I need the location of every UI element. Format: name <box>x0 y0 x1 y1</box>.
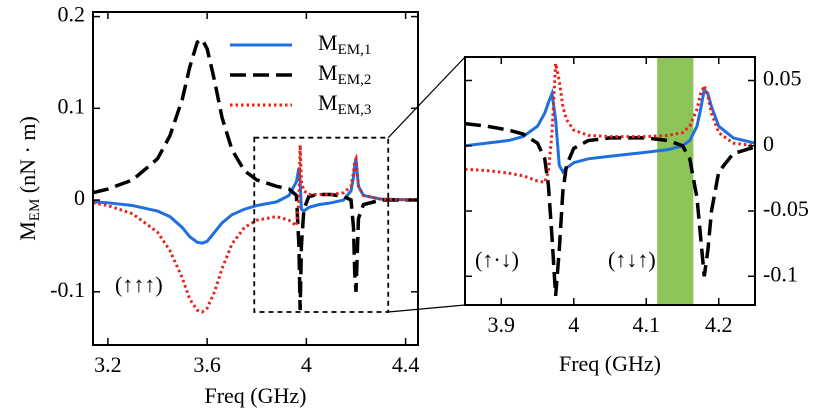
highlight-band <box>657 57 694 305</box>
legend-name: M <box>318 60 338 85</box>
legend-name: M <box>318 30 338 55</box>
data-line <box>465 86 755 175</box>
y-label-main: M <box>15 221 40 241</box>
x-tick-label: 4.4 <box>392 352 420 377</box>
y-tick-label: 0 <box>763 131 774 156</box>
annotation: (↑·↓) <box>475 247 519 272</box>
annotation: (↑↓↑) <box>608 247 656 272</box>
data-line <box>93 144 418 314</box>
x-tick-label: 4 <box>568 312 579 337</box>
legend-sub: EM,1 <box>338 42 372 58</box>
zoom-connector <box>388 304 466 313</box>
x-tick-label: 4.2 <box>705 312 733 337</box>
axes-frame <box>464 56 756 306</box>
x-axis-label: Freq (GHz) <box>559 351 661 376</box>
x-axis-label: Freq (GHz) <box>204 383 306 408</box>
zoom-connector <box>387 56 466 139</box>
plot-area <box>93 37 418 314</box>
x-tick-label: 3.6 <box>193 352 221 377</box>
plot-area <box>465 57 755 305</box>
y-tick-label: -0.1 <box>50 277 85 302</box>
x-tick-label: 4 <box>301 352 312 377</box>
y-tick-label: 0.1 <box>58 93 86 118</box>
x-tick-label: 3.2 <box>94 352 122 377</box>
legend-sub: EM,2 <box>338 72 372 88</box>
x-tick-label: 4.1 <box>633 312 661 337</box>
x-tick-label: 3.9 <box>488 312 516 337</box>
y-label-sub: EM <box>27 199 43 222</box>
y-tick-label: 0.05 <box>763 66 802 91</box>
y-label-unit: (nN · m) <box>15 116 40 198</box>
legend-label: MEM,1 <box>318 30 371 58</box>
data-line <box>465 121 755 296</box>
y-tick-label: 0 <box>74 185 85 210</box>
axes-frame <box>92 11 419 346</box>
annotation: (↑↑↑) <box>115 272 163 297</box>
legend-label: MEM,2 <box>318 60 371 88</box>
zoom-box <box>253 136 390 313</box>
y-axis-label: MEM (nN · m) <box>15 116 43 241</box>
data-line <box>93 37 418 311</box>
legend-name: M <box>318 90 338 115</box>
legend-label: MEM,3 <box>318 90 371 118</box>
y-tick-label: -0.05 <box>763 196 809 221</box>
y-tick-label: -0.1 <box>763 261 798 286</box>
data-line <box>465 63 755 185</box>
y-tick-label: 0.2 <box>58 2 86 27</box>
legend-sub: EM,3 <box>338 102 372 118</box>
